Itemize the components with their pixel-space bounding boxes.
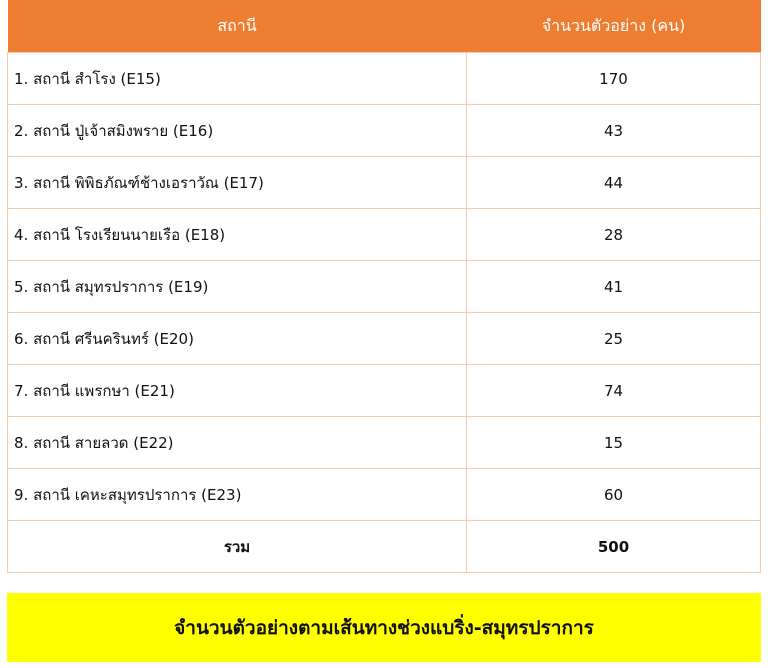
station-name: 7. สถานี แพรกษา (E21) (7, 364, 467, 417)
sample-count: 43 (466, 104, 761, 157)
table-row: 8. สถานี สายลวด (E22) 15 (7, 416, 761, 469)
table-row: 2. สถานี ปู่เจ้าสมิงพราย (E16) 43 (7, 104, 761, 157)
station-name: 6. สถานี ศรีนครินทร์ (E20) (7, 312, 467, 365)
table-row: 4. สถานี โรงเรียนนายเรือ (E18) 28 (7, 208, 761, 261)
sample-count: 60 (466, 468, 761, 521)
station-name: 2. สถานี ปู่เจ้าสมิงพราย (E16) (7, 104, 467, 157)
station-name: 8. สถานี สายลวด (E22) (7, 416, 467, 469)
table-row: 6. สถานี ศรีนครินทร์ (E20) 25 (7, 312, 761, 365)
station-name: 5. สถานี สมุทรปราการ (E19) (7, 260, 467, 313)
table-row: 9. สถานี เคหะสมุทรปราการ (E23) 60 (7, 468, 761, 521)
table-row: 1. สถานี สำโรง (E15) 170 (7, 52, 761, 105)
header-station: สถานี (7, 0, 467, 53)
table-row: 3. สถานี พิพิธภัณฑ์ช้างเอราวัณ (E17) 44 (7, 156, 761, 209)
sample-table: สถานี จำนวนตัวอย่าง (คน) 1. สถานี สำโรง … (7, 0, 761, 573)
total-value: 500 (466, 520, 761, 573)
sample-count: 170 (466, 52, 761, 105)
total-label: รวม (7, 520, 467, 573)
sample-count: 28 (466, 208, 761, 261)
sample-count: 15 (466, 416, 761, 469)
caption-banner: จำนวนตัวอย่างตามเส้นทางช่วงแบริ่ง-สมุทรป… (7, 593, 761, 662)
station-name: 1. สถานี สำโรง (E15) (7, 52, 467, 105)
sample-count: 74 (466, 364, 761, 417)
sample-count: 44 (466, 156, 761, 209)
station-name: 4. สถานี โรงเรียนนายเรือ (E18) (7, 208, 467, 261)
total-row: รวม 500 (7, 520, 761, 573)
table-row: 5. สถานี สมุทรปราการ (E19) 41 (7, 260, 761, 313)
header-count: จำนวนตัวอย่าง (คน) (466, 0, 761, 53)
station-name: 3. สถานี พิพิธภัณฑ์ช้างเอราวัณ (E17) (7, 156, 467, 209)
sample-count: 41 (466, 260, 761, 313)
sample-count: 25 (466, 312, 761, 365)
table-row: 7. สถานี แพรกษา (E21) 74 (7, 364, 761, 417)
header-row: สถานี จำนวนตัวอย่าง (คน) (7, 0, 761, 53)
station-name: 9. สถานี เคหะสมุทรปราการ (E23) (7, 468, 467, 521)
